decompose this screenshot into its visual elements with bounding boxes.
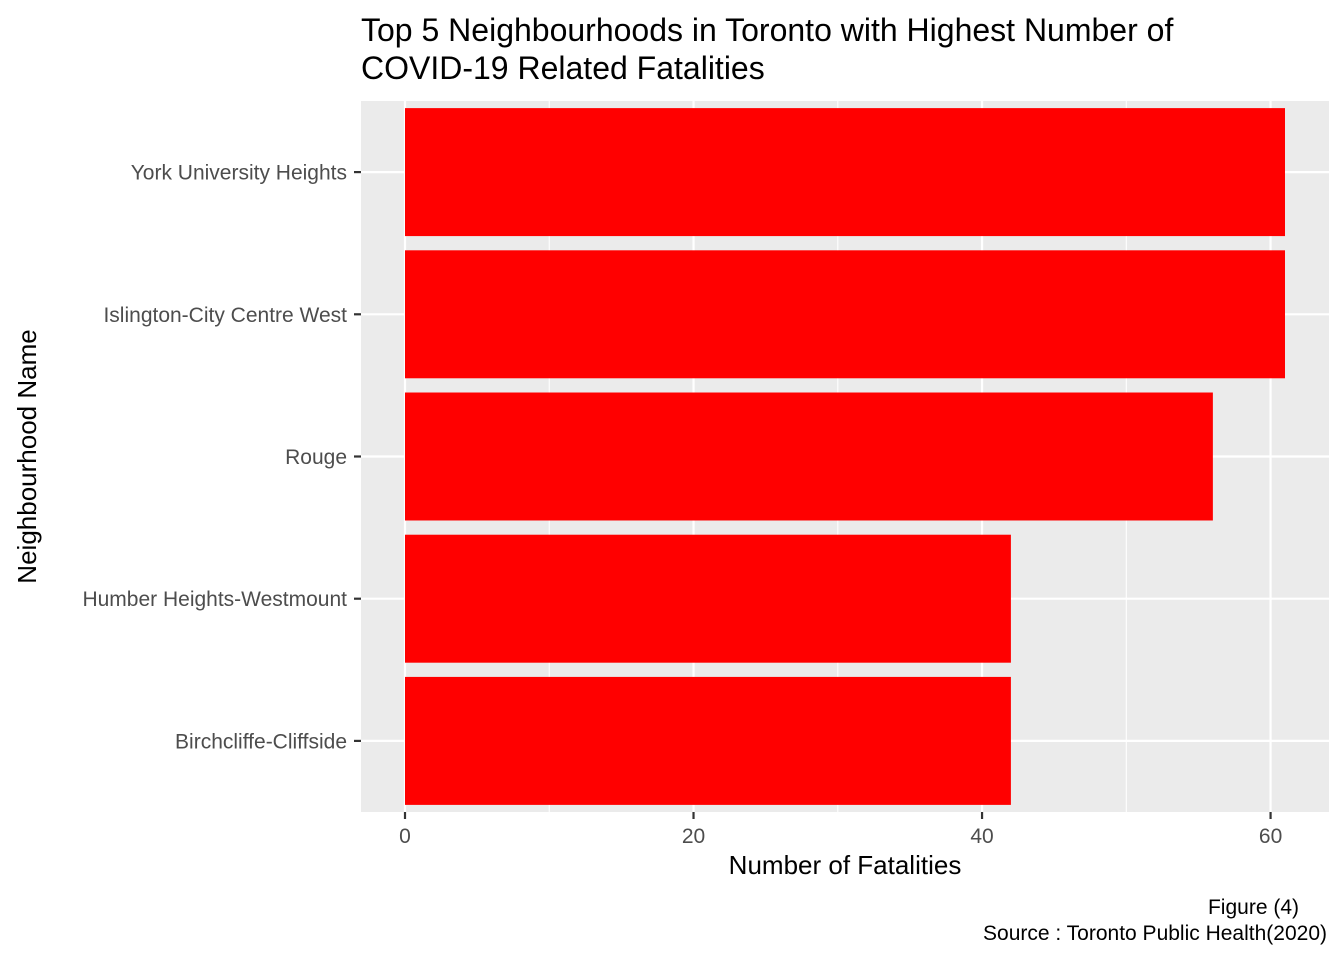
bar — [405, 108, 1285, 237]
bar — [405, 392, 1213, 521]
y-tick-label: Birchcliffe-Cliffside — [175, 730, 347, 753]
caption-source: Source : Toronto Public Health(2020) — [983, 922, 1327, 945]
y-axis-title: Neighbourhood Name — [12, 329, 42, 583]
caption-figure-number: Figure (4) — [1208, 896, 1299, 919]
chart-title-line-2: COVID-19 Related Fatalities — [361, 50, 765, 86]
y-tick-label: Rouge — [285, 446, 347, 469]
chart-title: Top 5 Neighbourhoods in Toronto with Hig… — [361, 12, 1173, 86]
x-axis: 0 20 40 60 — [399, 812, 1282, 848]
x-tick-label: 20 — [682, 825, 705, 848]
bar — [405, 250, 1285, 379]
y-tick-label: Islington-City Centre West — [103, 304, 347, 327]
y-axis: York University Heights Islington-City Ce… — [82, 162, 361, 753]
chart-title-line-1: Top 5 Neighbourhoods in Toronto with Hig… — [361, 12, 1173, 48]
x-tick-label: 0 — [399, 825, 411, 848]
x-tick-label: 40 — [970, 825, 993, 848]
bar — [405, 534, 1011, 663]
bars — [405, 108, 1285, 805]
x-axis-title: Number of Fatalities — [729, 850, 962, 880]
bar — [405, 676, 1011, 805]
x-tick-label: 60 — [1259, 825, 1282, 848]
chart-caption: Figure (4) Source : Toronto Public Healt… — [983, 896, 1327, 945]
y-tick-label: York University Heights — [131, 162, 347, 185]
y-tick-label: Humber Heights-Westmount — [82, 588, 347, 611]
